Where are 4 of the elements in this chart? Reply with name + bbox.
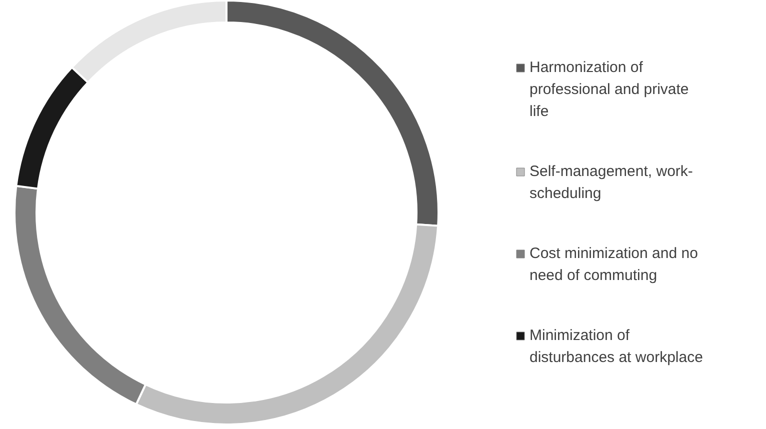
legend-label: Harmonization of professional and private life — [530, 59, 689, 120]
legend-label: Minimization of disturbances at workplace — [530, 327, 703, 366]
legend-label: Cost minimization and no need of commuting — [530, 245, 698, 284]
legend-label: Self-management, work-scheduling — [530, 163, 693, 202]
